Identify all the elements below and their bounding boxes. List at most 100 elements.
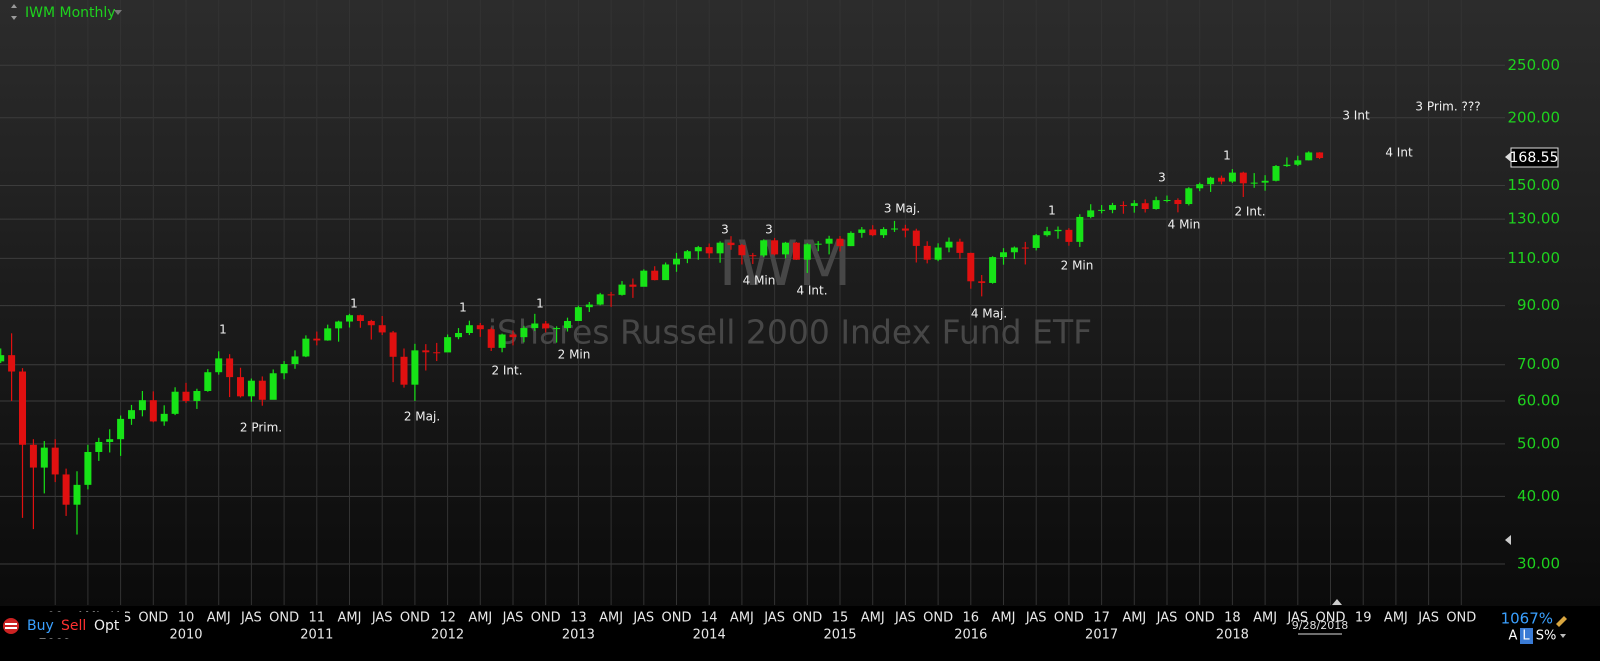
- candle-body: [978, 281, 986, 283]
- candle-body: [694, 247, 702, 252]
- candle-body: [520, 328, 528, 338]
- candle-body: [891, 228, 898, 230]
- year-label: 2015: [823, 628, 856, 643]
- candle-body: [237, 377, 244, 397]
- x-tick-label: AMJ: [861, 611, 885, 626]
- candle-body: [138, 400, 146, 411]
- candle-body: [727, 242, 735, 246]
- current-date[interactable]: 9/28/2018: [1292, 619, 1348, 632]
- x-tick-label: 10: [178, 611, 195, 626]
- candle-body: [1272, 166, 1280, 181]
- x-tick-label: AMJ: [992, 611, 1016, 626]
- candle-body: [0, 355, 5, 362]
- candle-body: [1141, 203, 1149, 210]
- wave-annotation: 4 Int: [1385, 146, 1413, 160]
- candle-body: [1043, 231, 1051, 236]
- year-label: 2014: [693, 628, 726, 643]
- chart-title[interactable]: IWM Monthly: [25, 5, 116, 21]
- x-tick-label: OND: [269, 611, 299, 626]
- candle-body: [509, 334, 517, 338]
- candle-body: [531, 323, 539, 329]
- watermark-name: iShares Russell 2000 Index Fund ETF: [488, 313, 1092, 352]
- candle-body: [84, 451, 92, 485]
- candle-body: [1109, 205, 1116, 210]
- candle-body: [814, 243, 822, 245]
- candle-body: [683, 251, 691, 259]
- candle-body: [564, 320, 571, 329]
- candle-body: [400, 356, 408, 385]
- x-tick-label: 15: [832, 611, 849, 626]
- wave-annotation: 1: [536, 297, 544, 311]
- sell-button[interactable]: Sell: [61, 618, 86, 634]
- candle-body: [574, 307, 582, 321]
- wave-annotation: 3 Int: [1342, 109, 1370, 123]
- candles: [0, 151, 1324, 535]
- candle-body: [858, 229, 866, 233]
- wave-annotation: 2 Min: [1061, 259, 1094, 273]
- year-label: 2013: [562, 628, 595, 643]
- buy-button[interactable]: Buy: [27, 618, 54, 634]
- candle-body: [422, 350, 430, 353]
- zoom-level[interactable]: 1067%: [1501, 610, 1553, 628]
- candle-body: [19, 371, 26, 445]
- sort-icon[interactable]: [11, 4, 17, 20]
- candle-body: [760, 240, 768, 256]
- year-label: 2018: [1216, 628, 1249, 643]
- candle-body: [280, 364, 288, 374]
- wave-annotation: 1: [1223, 149, 1231, 163]
- candle-body: [1294, 160, 1302, 165]
- candle-body: [215, 358, 223, 373]
- trade-icon[interactable]: [3, 618, 19, 634]
- candle-body: [825, 238, 833, 244]
- candle-body: [29, 444, 37, 468]
- x-tick-label: JAS: [763, 611, 785, 626]
- x-tick-label: JAS: [894, 611, 916, 626]
- candle-body: [1239, 172, 1247, 184]
- x-tick-label: JAS: [1025, 611, 1047, 626]
- price-tag: [1510, 147, 1559, 168]
- wave-annotation: 4 Maj.: [971, 307, 1007, 321]
- candle-body: [1305, 152, 1313, 161]
- candle-body: [1152, 200, 1160, 210]
- candle-body: [705, 247, 713, 254]
- log-scale[interactable]: L: [1522, 629, 1530, 644]
- candle-body: [847, 232, 855, 247]
- x-tick-label: OND: [1446, 611, 1476, 626]
- wave-annotation: 2 Maj.: [404, 410, 440, 424]
- candle-body: [585, 304, 593, 308]
- scale-dropdown[interactable]: [1560, 634, 1566, 638]
- candle-body: [923, 245, 931, 260]
- x-tick-label: JAS: [1417, 611, 1439, 626]
- candle-body: [738, 245, 746, 256]
- x-tick-label: AMJ: [730, 611, 754, 626]
- auto-scale[interactable]: A: [1509, 629, 1518, 644]
- candle-body: [149, 400, 157, 422]
- y-tick-label: 200.00: [1508, 108, 1561, 126]
- year-label: 2012: [431, 628, 464, 643]
- candle-body: [476, 325, 484, 330]
- candle-body: [1261, 180, 1269, 183]
- candle-body: [465, 325, 473, 334]
- candle-body: [291, 356, 299, 365]
- candle-body: [1250, 182, 1258, 184]
- wave-annotation: 2 Min: [558, 348, 591, 362]
- candle-body: [73, 484, 81, 505]
- candle-body: [1316, 152, 1324, 159]
- candle-body: [335, 321, 343, 329]
- wave-annotation: 2 Prim.: [240, 421, 282, 435]
- candle-body: [367, 320, 375, 326]
- trade-icon-lines: [5, 623, 17, 629]
- options-button[interactable]: Opt: [94, 618, 120, 634]
- x-tick-label: 19: [1355, 611, 1372, 626]
- candle-body: [378, 325, 386, 333]
- draw-icon[interactable]: [1556, 616, 1567, 627]
- candle-body: [662, 264, 670, 281]
- candle-body: [1130, 203, 1138, 206]
- candle-body: [956, 241, 964, 253]
- y-tick-label: 40.00: [1517, 487, 1560, 505]
- wave-annotation: 3 Maj.: [884, 202, 920, 216]
- percent-scale[interactable]: S%: [1536, 629, 1557, 644]
- title-dropdown[interactable]: [114, 10, 122, 15]
- grid: [0, 0, 1505, 605]
- x-tick-label: JAS: [502, 611, 524, 626]
